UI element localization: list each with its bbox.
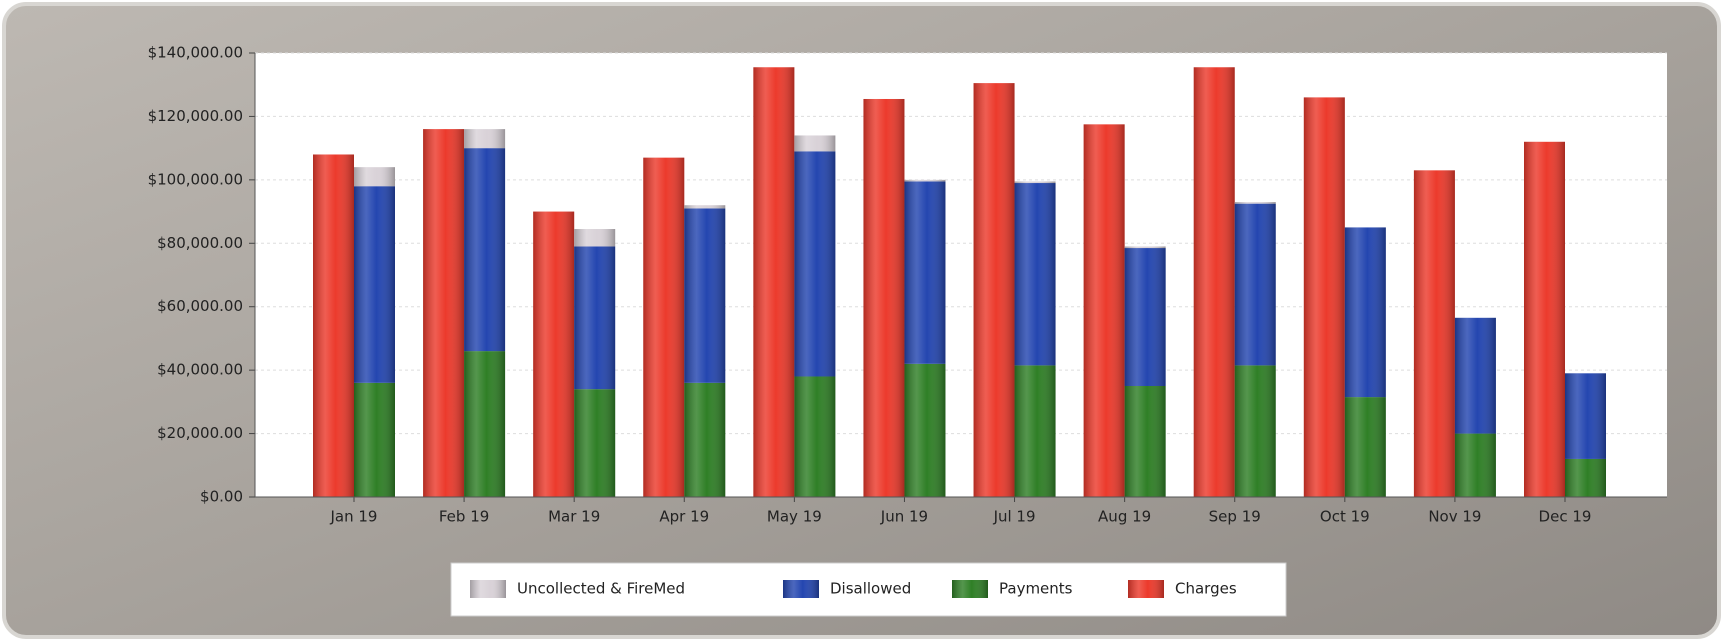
- x-tick-label: Apr 19: [659, 508, 709, 526]
- bar: [794, 376, 836, 497]
- bar: [464, 351, 506, 497]
- bar: [643, 157, 685, 497]
- bar: [684, 208, 726, 383]
- bar: [1303, 97, 1345, 498]
- bar: [1413, 170, 1455, 498]
- x-tick-label: Jan 19: [330, 508, 378, 526]
- x-tick-label: Sep 19: [1209, 508, 1261, 526]
- bar: [684, 382, 726, 497]
- legend-label: Payments: [999, 580, 1073, 598]
- bar: [1565, 458, 1606, 497]
- x-tick-label: Nov 19: [1428, 508, 1481, 526]
- bar: [1454, 433, 1496, 497]
- bar: [574, 246, 616, 390]
- legend-label: Uncollected & FireMed: [517, 580, 685, 598]
- bar: [1344, 397, 1386, 497]
- bar: [354, 186, 395, 383]
- bar: [313, 154, 354, 497]
- bar: [1083, 124, 1125, 497]
- x-tick-label: May 19: [767, 508, 822, 526]
- x-tick-label: Jun 19: [880, 508, 928, 526]
- bar: [794, 151, 836, 377]
- bar: [904, 179, 946, 182]
- bar: [1014, 183, 1056, 366]
- bar: [1124, 386, 1166, 497]
- bar: [354, 167, 395, 187]
- bar: [533, 211, 575, 498]
- bar: [973, 83, 1015, 497]
- legend-swatch-shade: [470, 580, 506, 598]
- y-tick-label: $80,000.00: [157, 234, 243, 252]
- y-tick-label: $20,000.00: [157, 424, 243, 442]
- bar: [1524, 141, 1565, 498]
- bar: [904, 363, 946, 497]
- bar: [1234, 203, 1276, 366]
- bar: [1014, 365, 1056, 497]
- y-tick-label: $40,000.00: [157, 361, 243, 379]
- bar: [1454, 317, 1496, 434]
- x-tick-label: Jul 19: [993, 508, 1036, 526]
- y-tick-label: $120,000.00: [148, 107, 243, 125]
- y-tick-label: $0.00: [200, 488, 243, 506]
- bar: [1124, 246, 1166, 249]
- x-tick-label: Aug 19: [1098, 508, 1151, 526]
- bar: [574, 389, 616, 497]
- bar: [354, 382, 395, 497]
- bar: [1565, 373, 1606, 459]
- bar: [904, 181, 946, 364]
- x-tick-label: Feb 19: [439, 508, 489, 526]
- bar: [1234, 202, 1276, 204]
- bar: [794, 135, 836, 152]
- bar: [1193, 67, 1235, 498]
- bar: [1014, 181, 1056, 184]
- bar: [1344, 227, 1386, 398]
- legend-swatch-shade: [952, 580, 988, 598]
- bar: [1234, 365, 1276, 497]
- x-tick-label: Mar 19: [548, 508, 600, 526]
- legend-swatch-shade: [1128, 580, 1164, 598]
- bar: [1124, 248, 1166, 386]
- y-tick-label: $140,000.00: [148, 44, 243, 62]
- x-tick-label: Oct 19: [1320, 508, 1370, 526]
- bar: [863, 98, 905, 497]
- bar: [574, 229, 616, 247]
- bar: [423, 129, 465, 497]
- bar: [753, 67, 795, 498]
- y-tick-label: $60,000.00: [157, 297, 243, 315]
- x-tick-label: Dec 19: [1539, 508, 1592, 526]
- bar: [684, 205, 726, 209]
- legend-swatch-shade: [783, 580, 819, 598]
- legend-label: Disallowed: [830, 580, 911, 598]
- legend-label: Charges: [1175, 580, 1237, 598]
- y-tick-label: $100,000.00: [148, 170, 243, 188]
- bar: [464, 129, 506, 149]
- bar: [464, 148, 506, 352]
